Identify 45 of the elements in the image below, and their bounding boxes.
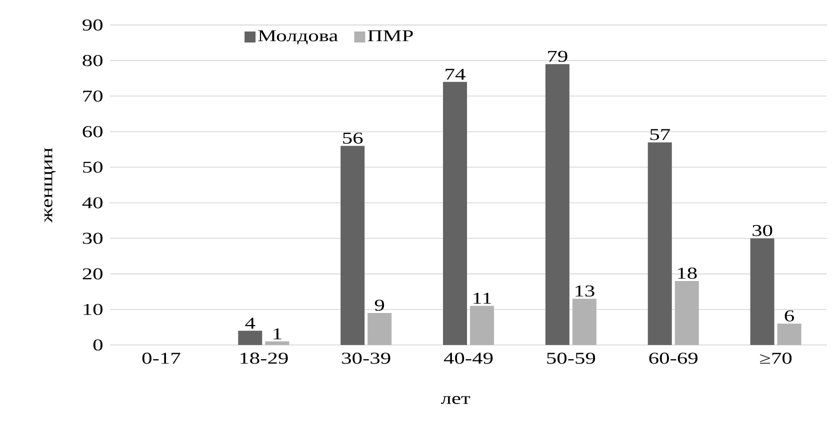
x-tick-label: 18-29 (240, 352, 288, 364)
y-tick-label: 0 (93, 339, 102, 351)
data-label: 1 (274, 328, 282, 340)
x-tick-label: 40-49 (444, 352, 493, 364)
data-label: 79 (548, 50, 568, 62)
bar (648, 142, 672, 345)
legend-label: Молдова (258, 30, 338, 44)
data-label: 57 (650, 129, 670, 140)
bar (545, 64, 570, 345)
bar (340, 146, 365, 345)
bar (777, 324, 802, 345)
data-label: 6 (784, 310, 794, 322)
bar (750, 238, 774, 345)
data-label: 30 (752, 224, 772, 236)
data-label: 13 (576, 285, 594, 297)
y-tick-label: 80 (82, 54, 102, 66)
y-tick-label: 90 (82, 19, 102, 31)
bar (470, 306, 494, 345)
bar (368, 312, 392, 345)
data-label: 9 (374, 300, 384, 311)
x-tick-label: ≥70 (760, 352, 792, 364)
bar (238, 330, 262, 345)
y-tick-label: 40 (82, 197, 102, 208)
data-label: 4 (245, 318, 256, 329)
x-tick-label: 0-17 (142, 352, 180, 364)
x-axis-title: лет (440, 396, 470, 404)
bar (265, 341, 290, 345)
y-axis-title: женщин (44, 148, 56, 223)
data-label: 56 (343, 132, 363, 144)
data-label: 11 (474, 292, 492, 304)
y-tick-label: 50 (83, 162, 102, 173)
x-tick-label: 60-69 (649, 352, 698, 364)
y-tick-label: 30 (82, 232, 102, 244)
bar (443, 82, 467, 345)
y-tick-label: 70 (83, 90, 102, 102)
data-label: 74 (446, 68, 466, 80)
y-tick-label: 60 (82, 126, 102, 138)
x-tick-label: 30-39 (342, 352, 390, 364)
data-label: 18 (678, 268, 697, 279)
bar (674, 280, 699, 345)
x-tick-label: 50-59 (547, 352, 596, 364)
bar (572, 298, 596, 345)
y-tick-label: 20 (82, 268, 102, 280)
legend-label: ПМР (368, 30, 413, 42)
y-tick-label: 10 (84, 304, 102, 315)
